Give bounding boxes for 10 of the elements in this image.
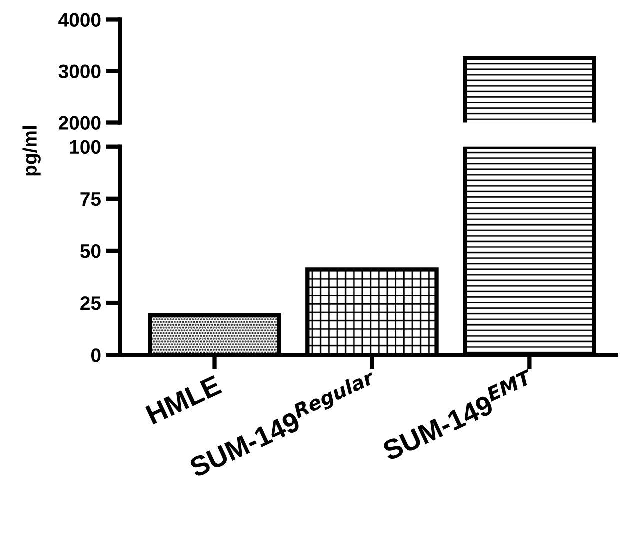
y-axis-title: pg/ml — [22, 126, 41, 176]
y-tick-label: 25 — [80, 296, 101, 310]
y-tick-label: 2000 — [58, 116, 101, 130]
y-tick-label: 50 — [80, 244, 101, 258]
y-tick-label: 75 — [80, 192, 101, 206]
y-tick-label: 100 — [70, 140, 101, 154]
y-tick-label: 0 — [91, 348, 101, 362]
x-tick-label: SUM-149$^{EMT}$ — [379, 369, 539, 462]
y-tick-label: 3000 — [58, 64, 101, 79]
y-tick-label: 4000 — [58, 13, 101, 27]
